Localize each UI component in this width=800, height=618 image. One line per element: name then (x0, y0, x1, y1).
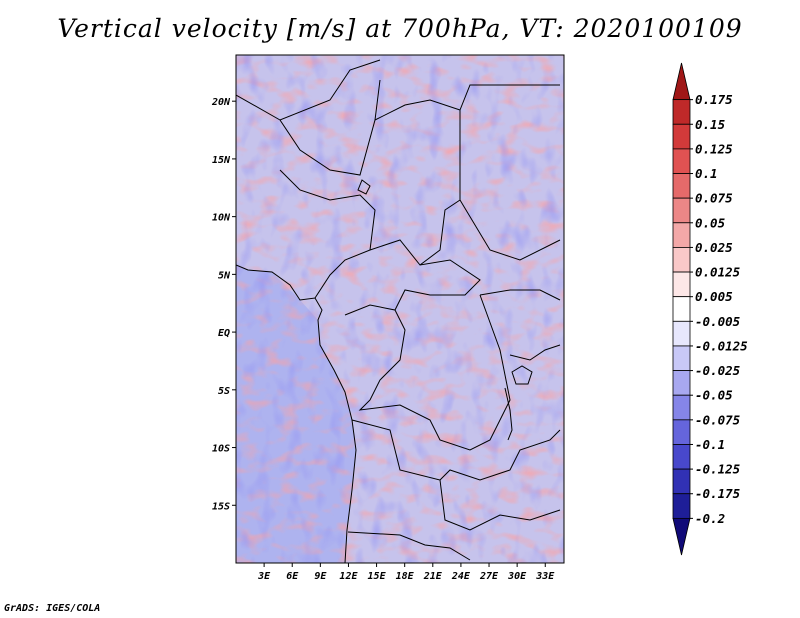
lon-tick-label: 27E (479, 571, 499, 582)
border-nigeria (279, 169, 376, 299)
colorbar-swatch (672, 493, 691, 519)
colorbar-swatch (672, 197, 691, 224)
downdraft-noise (236, 55, 564, 563)
border-east (479, 289, 561, 301)
lon-tick-label: 15E (368, 571, 387, 582)
lat-tick-label: 10S (212, 444, 230, 455)
colorbar-label: -0.175 (695, 486, 741, 501)
coastline (236, 264, 357, 563)
colorbar-swatch (672, 99, 691, 125)
lat-tick-label: 5N (218, 270, 231, 281)
country-borders (236, 59, 561, 563)
colorbar-swatch (672, 419, 691, 445)
lat-tick-label: 15N (212, 155, 231, 166)
border-chad (374, 99, 461, 266)
colorbar-swatch (672, 148, 691, 174)
colorbar-swatch (672, 468, 691, 495)
lat-tick-label: 10N (212, 213, 231, 224)
border-lakes (509, 344, 561, 361)
latitude-axis: 20N 15N 10N 5N EQ 5S 10S 15S (211, 97, 236, 512)
colorbar-swatch (672, 296, 691, 322)
lat-tick-label: 15S (212, 501, 230, 512)
lon-tick-label: 18E (396, 571, 415, 582)
lon-tick-label: 12E (339, 571, 358, 582)
chart-title: Vertical velocity [m/s] at 700hPa, VT: 2… (57, 14, 743, 43)
colorbar-swatch (672, 394, 691, 421)
lat-tick-label: EQ (218, 328, 230, 339)
colorbar-label: 0.005 (695, 289, 733, 304)
colorbar-label: -0.005 (695, 314, 741, 329)
colorbar-label: -0.05 (695, 388, 733, 403)
colorbar-swatch (672, 370, 691, 396)
lake-chad (357, 179, 371, 195)
border-sudan (459, 84, 560, 111)
colorbar-swatch (672, 320, 691, 347)
colorbar-swatch (672, 444, 691, 470)
border-sahel (279, 79, 381, 176)
colorbar-swatch (672, 173, 691, 199)
border-angola (351, 419, 561, 531)
colorbar-label: 0.15 (695, 117, 726, 132)
colorbar-swatch (672, 271, 691, 298)
colorbar-label: -0.125 (695, 462, 741, 477)
border-drc (358, 294, 511, 451)
colorbar-swatch (672, 345, 691, 371)
lon-tick-label: 3E (257, 571, 271, 582)
colorbar-swatch (672, 123, 691, 150)
lon-tick-label: 30E (507, 571, 527, 582)
colorbar-arrow-bottom (672, 517, 691, 556)
lake-victoria (511, 365, 533, 385)
colorbar-label: 0.125 (695, 141, 733, 156)
lake-tanganyika (504, 387, 513, 441)
lon-tick-label: 21E (423, 571, 443, 582)
velocity-field (236, 55, 564, 563)
lat-tick-label: 20N (211, 97, 231, 108)
colorbar-label: 0.175 (695, 92, 733, 107)
colorbar-swatch (672, 247, 691, 273)
colorbar-swatch (672, 222, 691, 248)
colorbar-label: 0.075 (695, 191, 733, 206)
lon-tick-label: 6E (286, 571, 299, 582)
colorbar-label: 0.0125 (695, 265, 741, 280)
colorbar-label: 0.025 (695, 240, 733, 255)
colorbar-label: -0.0125 (695, 338, 748, 353)
colorbar-label: 0.1 (695, 166, 718, 181)
longitude-axis: 3E 6E 9E 12E 15E 18E 21E 24E 27E 30E 33E (257, 563, 555, 582)
colorbar-label: -0.025 (695, 363, 741, 378)
colorbar: 0.175 0.15 0.125 0.1 0.075 0.05 0.025 0.0125 0.0… (672, 62, 748, 556)
lon-tick-label: 24E (451, 571, 471, 582)
grads-credit: GrADS: IGES/COLA (4, 603, 101, 614)
border-north (236, 59, 381, 121)
lon-tick-label: 33E (535, 571, 555, 582)
border-ethiopia (459, 199, 561, 261)
border-zambia (439, 429, 561, 481)
border-namibia (347, 531, 471, 561)
colorbar-label: 0.05 (695, 215, 726, 230)
colorbar-label: -0.075 (695, 412, 741, 427)
lon-tick-label: 9E (314, 571, 327, 582)
colorbar-arrow-top (672, 62, 691, 101)
colorbar-label: -0.1 (695, 437, 725, 452)
colorbar-label: -0.2 (695, 511, 725, 526)
border-car (344, 239, 481, 316)
map-frame (235, 54, 565, 564)
lat-tick-label: 5S (218, 386, 230, 397)
